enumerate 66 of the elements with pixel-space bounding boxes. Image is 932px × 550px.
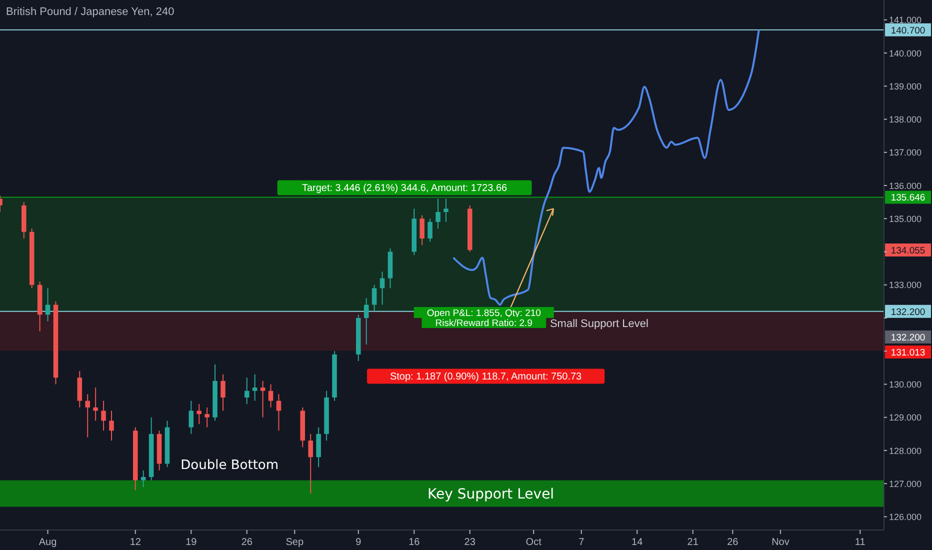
band-label: Stop: 1.187 (0.90%) 118.7, Amount: 750.73 [390,372,582,383]
candlestick [428,218,432,242]
x-tick-label: 26 [241,537,253,548]
x-tick-label: 16 [408,537,420,548]
candlestick [372,284,377,312]
x-tick-label: Oct [526,537,542,548]
x-tick-label: Nov [772,537,790,548]
candlestick [101,400,106,432]
y-tick-label: 126.000 [889,512,922,522]
x-tick-label: 14 [632,537,644,548]
candlestick [364,298,369,345]
candlestick [436,198,440,230]
y-tick-label: 135.000 [889,214,922,224]
annotation: Risk/Reward Ratio: 2.9 [435,318,532,329]
ref-line-label: 135.646 [890,192,926,204]
y-tick-label: 133.000 [889,280,922,290]
y-tick-label: 138.000 [889,114,922,125]
candlestick [77,370,82,408]
ref-line-label: 140.700 [890,25,926,36]
y-tick-label: 141.000 [889,15,922,26]
candlestick [188,400,194,434]
band-label: Target: 3.446 (2.61%) 344.6, Amount: 1723.66 [302,183,508,194]
x-tick-label: 19 [186,537,198,548]
y-tick-label: 130.000 [889,380,922,390]
y-tick-label: 127.000 [889,478,922,489]
x-tick-label: 21 [687,537,699,548]
text: British Pound / Japanese Yen, 240 [6,6,174,18]
annotation: Double Bottom [180,458,279,473]
y-tick-label: 136.000 [889,180,922,191]
candlestick [196,404,202,424]
band-label: Key Support Level [427,486,554,503]
y-tick-label: 139.000 [889,81,922,92]
x-tick-label: Aug [38,537,57,548]
x-tick-label: 11 [854,537,866,548]
candlestick [140,470,146,488]
y-tick-label: 128.000 [889,446,922,456]
x-tick-label: Sep [286,537,304,548]
candlestick [316,426,321,468]
candlestick [109,410,114,442]
ref-line-label: 132.200 [890,306,926,318]
candlestick [444,198,448,222]
text: 134.055 [890,246,926,256]
candlestick [276,394,282,432]
candlestick [380,271,385,306]
text: 132.200 [890,332,926,344]
candlestick [268,384,274,408]
y-tick-label: 137.000 [889,148,922,158]
x-tick-label: 23 [464,537,476,548]
x-tick-label: 7 [578,537,585,548]
y-tick-label: 129.000 [889,412,922,423]
text: 131.013 [890,348,926,358]
candlestick [420,214,424,246]
candlestick [308,433,313,494]
candlestick [93,387,98,422]
candlestick [244,377,250,405]
candlestick [45,288,50,322]
candlestick [85,394,90,438]
y-tick-label: 140.000 [889,48,922,58]
x-tick-label: 9 [356,537,362,548]
candlestick [252,374,258,402]
candlestick [260,380,266,418]
candlestick [220,374,226,412]
x-tick-label: 12 [130,537,142,548]
annotation: Small Support Level [550,318,648,330]
x-tick-label: 26 [727,537,739,548]
candlestick [204,406,210,428]
